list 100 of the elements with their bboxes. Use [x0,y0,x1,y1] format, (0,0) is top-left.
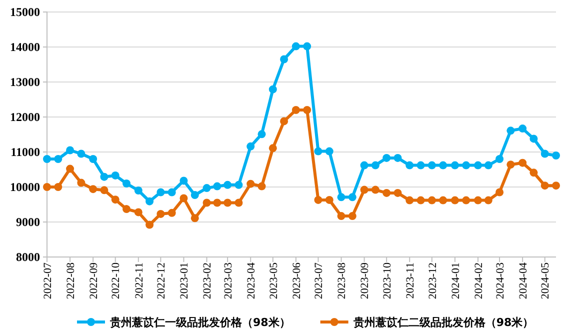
x-tick-label: 2024-04 [517,262,530,300]
point [258,130,266,138]
point [552,182,560,190]
point [303,42,312,50]
x-tick-label: 2023-10 [381,262,394,300]
point [202,198,211,207]
point [540,182,549,190]
x-tick-label: 2022-07 [42,262,54,300]
point [325,147,334,156]
point [506,126,515,135]
point [213,198,222,207]
point [382,154,391,162]
point [439,196,448,204]
y-tick-label: 12000 [10,110,40,124]
point [43,183,51,191]
point [268,85,277,94]
point [406,196,414,204]
x-tick-label: 2022-10 [110,262,122,300]
point [280,117,288,126]
x-tick-label: 2023-12 [426,262,439,300]
point [224,198,232,207]
point [180,194,188,202]
point [382,188,391,197]
point [540,150,549,158]
point [303,106,312,114]
point [77,150,86,158]
point [100,172,108,181]
point [89,185,98,194]
point [371,186,380,194]
point [122,205,131,214]
point [156,188,165,196]
point [406,161,414,170]
x-tick-label: 2024-05 [540,262,552,300]
point [314,196,322,204]
x-tick-label: 2022-12 [156,262,168,300]
point [394,154,402,162]
x-tick-label: 2023-05 [268,262,280,300]
point [484,196,492,204]
point [122,180,131,188]
point [180,176,188,185]
point [360,186,368,194]
point [54,155,62,163]
point [234,198,243,207]
point [111,196,120,204]
point [496,188,504,196]
point [190,214,199,222]
x-tick-label: 2022-09 [88,262,100,300]
y-tick-label: 8000 [16,250,40,264]
point [450,161,459,170]
x-tick-label: 2023-03 [222,262,234,300]
point [416,196,425,204]
point [280,55,288,64]
y-tick-label: 14000 [10,40,40,54]
x-tick-label: 2023-02 [202,262,214,300]
y-tick-label: 9000 [16,214,40,229]
x-tick-label: 2023-01 [178,262,191,300]
y-tick-label: 13000 [10,74,40,89]
point [337,212,346,220]
point [213,182,222,190]
point [224,180,232,189]
point [552,152,560,160]
x-tick-label: 2023-11 [404,262,416,299]
point [258,182,266,190]
x-tick-label: 2022-11 [133,262,146,299]
x-tick-label: 2024-02 [472,262,485,300]
point [100,186,108,194]
y-tick-label: 11000 [10,144,40,159]
point [325,196,334,204]
point [77,178,86,187]
point [518,158,527,167]
x-tick-label: 2022-08 [64,262,77,300]
point [428,196,436,204]
point [202,184,211,192]
point [190,191,199,200]
point [43,155,51,163]
point [496,155,504,163]
point [246,142,255,150]
point [268,144,277,152]
y-tick-label: 15000 [10,4,40,19]
point [439,161,448,170]
x-tick-label: 2023-09 [359,262,372,300]
point [156,210,165,218]
point [66,146,74,154]
x-tick-label: 2023-07 [313,262,326,300]
x-tick-label: 2023-04 [245,262,258,300]
point [66,164,74,173]
legend-label: 贵州薏苡仁一级品批发价格（98米） [109,316,290,329]
point [134,208,142,216]
point [246,180,255,188]
x-tick-label: 2024-03 [494,262,506,300]
point [292,42,300,50]
point [168,188,176,196]
point [314,147,322,156]
point [474,161,482,170]
point [450,196,459,204]
point [292,106,300,114]
point [416,161,425,170]
point [89,155,98,163]
point [337,193,346,202]
point [518,124,527,133]
